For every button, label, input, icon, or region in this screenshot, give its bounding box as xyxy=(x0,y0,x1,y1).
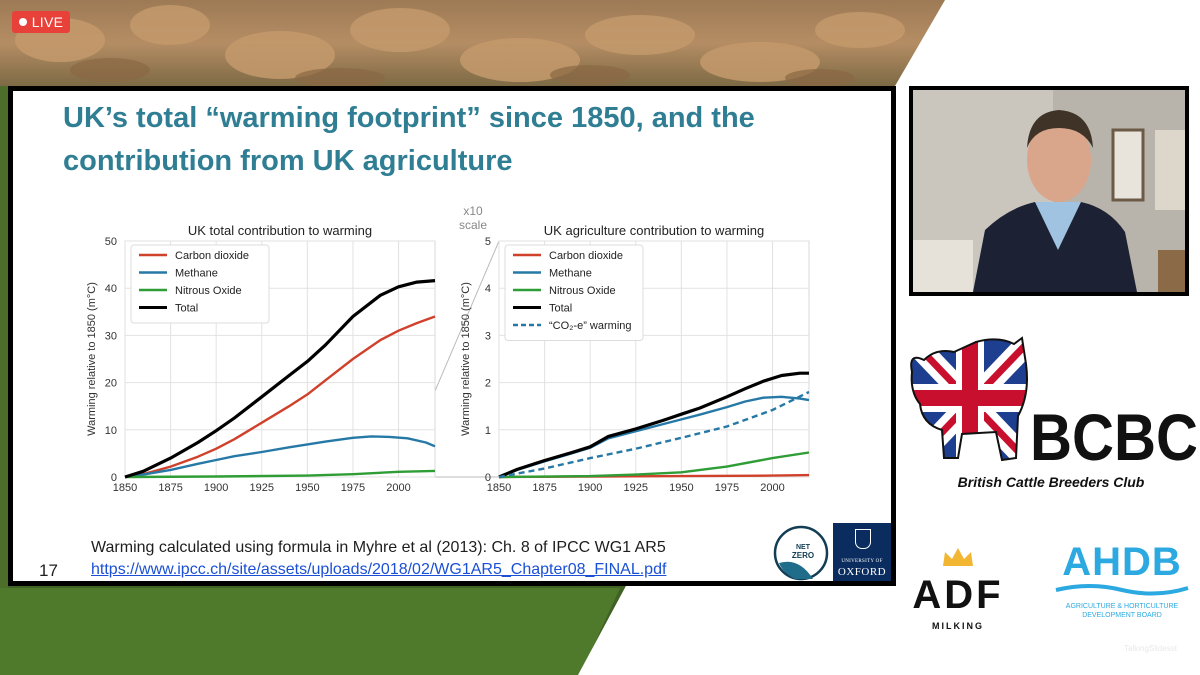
bcbc-logo: BCBC xyxy=(910,336,1196,470)
y-tick-label: 5 xyxy=(485,236,491,248)
x-tick-label: 1975 xyxy=(715,482,739,494)
oxford-logo: UNIVERSITY OF OXFORD xyxy=(833,523,891,581)
adf-name: ADF xyxy=(912,573,1004,617)
legend-label: Total xyxy=(175,303,198,315)
x-tick-label: 1850 xyxy=(487,482,511,494)
ipcc-link[interactable]: https://www.ipcc.ch/site/assets/uploads/… xyxy=(91,561,667,578)
slide-title-line2: contribution from UK agriculture xyxy=(63,145,513,177)
legend-label: Nitrous Oxide xyxy=(549,285,616,297)
slide-title-line1: UK’s total “warming footprint” since 185… xyxy=(63,102,755,134)
legend-box xyxy=(504,244,644,341)
y-tick-label: 30 xyxy=(105,330,117,342)
scale-note-line2: scale xyxy=(459,218,487,232)
x-tick-label: 1950 xyxy=(295,482,319,494)
x-tick-label: 1875 xyxy=(158,482,182,494)
x-tick-label: 1925 xyxy=(250,482,274,494)
chart-uk-agriculture: 1850 1875 1900 1925 1950 1975 2000 0 1 2 3 4 5 UK agr… xyxy=(460,223,810,494)
charts-area: x10 scale 1850 1875 1900 1925 1950 1975 200001… xyxy=(86,204,810,494)
y-tick-label: 20 xyxy=(105,378,117,390)
legend-label: Nitrous Oxide xyxy=(175,285,242,297)
y-tick-label: 1 xyxy=(485,425,491,437)
slide-page-number: 17 xyxy=(39,561,58,580)
y-tick-label: 50 xyxy=(105,236,117,248)
x-tick-label: 1925 xyxy=(624,482,648,494)
ahdb-logo: AHDB AGRICULTURE & HORTICULTURE DEVELOPM… xyxy=(1052,540,1192,620)
net-zero-logo: NET ZERO xyxy=(773,525,829,581)
x-tick-label: 2000 xyxy=(760,482,784,494)
adf-milking-logo: ADF MILKING xyxy=(908,546,1008,631)
series-line xyxy=(124,469,436,479)
slide-title: UK’s total “warming footprint” since 185… xyxy=(63,97,823,183)
footnote: Warming calculated using formula in Myhr… xyxy=(91,539,666,556)
ahdb-subtitle-line1: AGRICULTURE & HORTICULTURE xyxy=(1065,603,1179,610)
x-tick-label: 1950 xyxy=(669,482,693,494)
speaker-image xyxy=(913,90,1185,292)
y-tick-label: 0 xyxy=(111,472,117,484)
y-tick-label: 3 xyxy=(485,330,491,342)
x-tick-label: 2000 xyxy=(386,482,410,494)
scale-note-line1: x10 xyxy=(463,204,483,218)
legend-label: Carbon dioxide xyxy=(175,250,249,262)
zoom-connector-top xyxy=(434,240,500,392)
live-label: LIVE xyxy=(31,14,64,30)
legend-label: Methane xyxy=(549,268,592,280)
y-tick-label: 40 xyxy=(105,283,117,295)
series-line xyxy=(124,315,436,479)
x-tick-label: 1900 xyxy=(204,482,228,494)
chart-title: UK agriculture contribution to warming xyxy=(544,223,764,238)
series-line xyxy=(498,371,809,479)
y-tick-label: 2 xyxy=(485,378,491,390)
y-tick-label: 10 xyxy=(105,425,117,437)
y-tick-label: 4 xyxy=(485,283,491,295)
x-tick-label: 1875 xyxy=(532,482,556,494)
y-tick-label: 0 xyxy=(485,472,491,484)
y-axis-label: Warming relative to 1850 (m°C) xyxy=(86,282,98,436)
legend-label: Total xyxy=(549,303,572,315)
legend-label: Methane xyxy=(175,268,218,280)
x-tick-label: 1975 xyxy=(341,482,365,494)
ahdb-subtitle-line2: DEVELOPMENT BOARD xyxy=(1082,612,1162,619)
series-line xyxy=(124,435,436,479)
legend-box xyxy=(130,244,270,324)
nz-logo-line2: ZERO xyxy=(792,551,814,560)
speaker-video[interactable] xyxy=(909,86,1189,296)
chart-uk-total: 1850 1875 1900 1925 1950 1975 2000 0 10 20 30 40 50 U… xyxy=(86,223,436,494)
live-badge: LIVE xyxy=(12,11,70,33)
oxford-crest-icon xyxy=(855,529,871,549)
x-tick-label: 1850 xyxy=(113,482,137,494)
series-line xyxy=(498,451,810,479)
presentation-slide: UK’s total “warming footprint” since 185… xyxy=(8,86,896,586)
ahdb-wave-icon xyxy=(1055,584,1189,596)
x-tick-label: 1900 xyxy=(578,482,602,494)
speaker-video-feed xyxy=(913,90,1185,292)
series-line xyxy=(124,279,436,479)
bcbc-subtitle: British Cattle Breeders Club xyxy=(957,474,1145,490)
watermark: TalkingSlidesst xyxy=(1124,644,1177,653)
live-dot-icon xyxy=(18,18,27,26)
crown-icon xyxy=(943,548,973,566)
y-axis-label: Warming relative to 1850 (m°C) xyxy=(460,282,472,436)
bcbc-name: BCBC xyxy=(1030,400,1196,470)
ahdb-name: AHDB xyxy=(1062,540,1182,584)
oxford-logo-name: OXFORD xyxy=(837,566,887,578)
adf-subtitle: MILKING xyxy=(932,621,984,631)
legend-label: “CO₂-e” warming xyxy=(549,320,632,332)
nz-logo-line1: NET xyxy=(796,544,811,551)
series-line xyxy=(498,390,810,479)
legend-label: Carbon dioxide xyxy=(549,250,623,262)
oxford-logo-top: UNIVERSITY OF xyxy=(841,559,883,564)
chart-title: UK total contribution to warming xyxy=(188,223,372,238)
slide-content: UK’s total “warming footprint” since 185… xyxy=(13,91,891,581)
